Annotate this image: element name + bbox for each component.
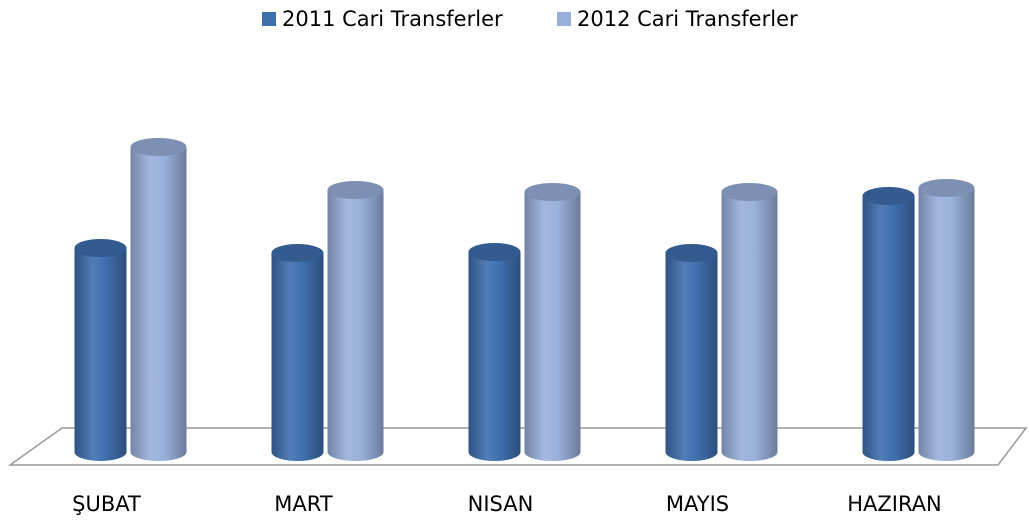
legend-swatch — [557, 12, 571, 26]
x-tick-label: MART — [274, 492, 333, 516]
x-tick-label: MAYIS — [666, 492, 729, 516]
bar — [74, 248, 127, 461]
x-tick-label: NISAN — [468, 492, 534, 516]
bar — [524, 192, 581, 461]
legend-label: 2012 Cari Transferler — [577, 7, 798, 31]
x-tick-label: HAZIRAN — [847, 492, 942, 516]
bar-top — [721, 183, 778, 201]
bar-top — [468, 243, 521, 261]
legend-label: 2011 Cari Transferler — [282, 7, 503, 31]
bar — [721, 192, 778, 461]
bar-top — [74, 239, 127, 257]
bar — [468, 252, 521, 461]
bar-top — [665, 244, 718, 262]
bar-top — [271, 244, 324, 262]
bar — [862, 196, 915, 461]
bar-top — [862, 187, 915, 205]
bar-top — [327, 181, 384, 199]
bar — [327, 190, 384, 461]
bar — [130, 147, 187, 461]
bar-top — [130, 138, 187, 156]
bar-top — [918, 179, 975, 197]
legend-swatch — [262, 12, 276, 26]
bar — [271, 253, 324, 461]
bar — [665, 253, 718, 461]
x-tick-label: ŞUBAT — [72, 492, 141, 516]
bar-top — [524, 183, 581, 201]
bar — [918, 188, 975, 461]
